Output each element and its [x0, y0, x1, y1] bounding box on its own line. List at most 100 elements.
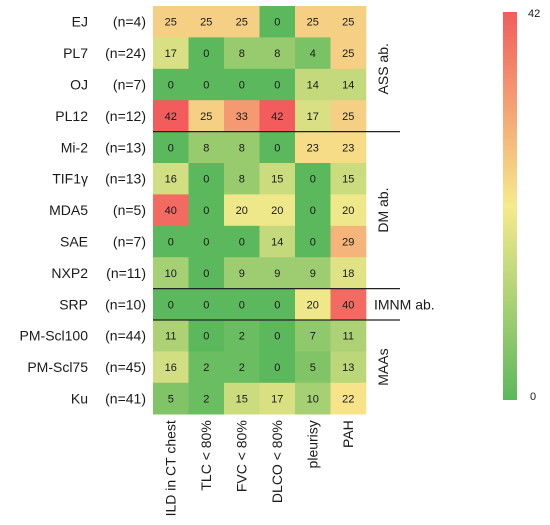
- row-label-antibody: MDA5: [49, 202, 88, 218]
- heatmap-cell: [224, 100, 260, 132]
- cell-value: 16: [165, 362, 177, 374]
- column-label: TLC < 80%: [198, 420, 214, 490]
- colorbar-gradient: [503, 12, 517, 400]
- heatmap-cell: [224, 288, 260, 321]
- row-label-antibody: SRP: [59, 296, 88, 312]
- cell-value: 0: [168, 80, 174, 92]
- heatmap-cell: [330, 131, 367, 164]
- heatmap-cell: [259, 351, 296, 384]
- row-label-count: (n=11): [106, 265, 146, 281]
- heatmap-cell: [259, 257, 296, 289]
- heatmap-cell: [224, 382, 260, 415]
- cell-value: 17: [165, 48, 177, 60]
- heatmap-cell: [224, 257, 260, 289]
- cell-value: 0: [203, 205, 209, 217]
- cell-value: 0: [274, 331, 280, 343]
- cell-value: 8: [274, 48, 280, 60]
- cell-value: 0: [203, 48, 209, 60]
- row-label-antibody: PL7: [63, 45, 88, 61]
- heatmap-cell: [295, 131, 331, 164]
- heatmap-cell: [259, 37, 296, 70]
- heatmap-cell: [188, 351, 225, 384]
- cell-value: 17: [307, 111, 319, 123]
- cell-value: 20: [342, 205, 354, 217]
- row-label-antibody: PL12: [55, 108, 88, 124]
- cell-value: 2: [239, 331, 245, 343]
- heatmap-cell: [295, 194, 331, 227]
- cell-value: 25: [200, 111, 212, 123]
- row-label-count: (n=13): [105, 171, 146, 187]
- heatmap-cell: [224, 320, 260, 352]
- heatmap-cell: [330, 194, 367, 227]
- heatmap-cell: [330, 288, 367, 321]
- row-labels: EJ (n=4) PL7 (n=24) OJ (n=7) PL12 (n=12) Mi-2 (n=…: [20, 14, 146, 407]
- heatmap-cell: [188, 320, 225, 352]
- column-label: PAH: [340, 420, 356, 448]
- heatmap-cell: [224, 6, 260, 38]
- cell-value: 2: [203, 362, 209, 374]
- cell-value: 0: [203, 299, 209, 311]
- cell-value: 0: [168, 142, 174, 154]
- row-label-count: (n=7): [113, 234, 146, 250]
- cell-value: 8: [239, 174, 245, 186]
- cell-value: 20: [271, 205, 283, 217]
- column-label: ILD in CT chest: [163, 420, 179, 516]
- cell-value: 42: [271, 111, 283, 123]
- row-label-count: (n=45): [105, 359, 146, 375]
- heatmap-cell: [330, 37, 367, 70]
- cell-value: 14: [342, 80, 354, 92]
- cell-value: 25: [307, 17, 319, 29]
- cell-value: 10: [307, 394, 319, 406]
- heatmap-cell: [330, 100, 367, 132]
- group-label: MAAs: [375, 348, 391, 385]
- cell-value: 25: [342, 17, 354, 29]
- cell-value: 40: [342, 299, 354, 311]
- cell-value: 29: [342, 237, 354, 249]
- heatmap-cell: [259, 225, 296, 258]
- row-label-count: (n=10): [105, 296, 146, 312]
- cell-value: 0: [203, 174, 209, 186]
- heatmap-cell: [295, 320, 331, 352]
- row-label-count: (n=4): [113, 14, 146, 30]
- row-label-antibody: SAE: [60, 234, 88, 250]
- row-label-antibody: TIF1γ: [52, 171, 88, 187]
- cell-value: 7: [310, 331, 316, 343]
- cell-value: 15: [271, 174, 283, 186]
- cell-value: 0: [203, 331, 209, 343]
- row-label-count: (n=7): [113, 77, 146, 93]
- heatmap-cell: [188, 131, 225, 164]
- cell-value: 2: [239, 362, 245, 374]
- cell-value: 23: [342, 142, 354, 154]
- row-label-count: (n=13): [105, 139, 146, 155]
- cell-value: 5: [310, 362, 316, 374]
- cell-value: 20: [236, 205, 248, 217]
- cell-value: 9: [274, 268, 280, 280]
- colorbar: 42 0: [503, 8, 540, 403]
- row-label-antibody: OJ: [70, 77, 88, 93]
- row-label-count: (n=24): [105, 45, 146, 61]
- cell-value: 0: [310, 205, 316, 217]
- group-annotations: ASS ab. DM ab. IMNM ab. MAAs: [153, 43, 435, 386]
- cell-value: 20: [307, 299, 319, 311]
- heatmap-cell: [295, 351, 331, 384]
- row-label-count: (n=5): [113, 202, 146, 218]
- heatmap-cell: [259, 6, 296, 38]
- heatmap-cell: [188, 382, 225, 415]
- cell-value: 0: [274, 17, 280, 29]
- cell-value: 0: [203, 237, 209, 249]
- heatmap-cell: [330, 257, 367, 289]
- group-label: DM ab.: [375, 188, 391, 233]
- heatmap-cell: [188, 37, 225, 70]
- row-label-count: (n=44): [105, 328, 146, 344]
- cell-value: 22: [342, 394, 354, 406]
- heatmap-cell: [259, 68, 296, 101]
- heatmap-cell: [330, 68, 367, 101]
- heatmap-cell: [259, 194, 296, 227]
- heatmap-cell: [259, 320, 296, 352]
- heatmap-cell: [153, 37, 189, 70]
- cell-value: 15: [236, 394, 248, 406]
- heatmap-cell: [295, 163, 331, 195]
- heatmap-cell: [259, 163, 296, 195]
- row-label-antibody: Ku: [71, 391, 88, 407]
